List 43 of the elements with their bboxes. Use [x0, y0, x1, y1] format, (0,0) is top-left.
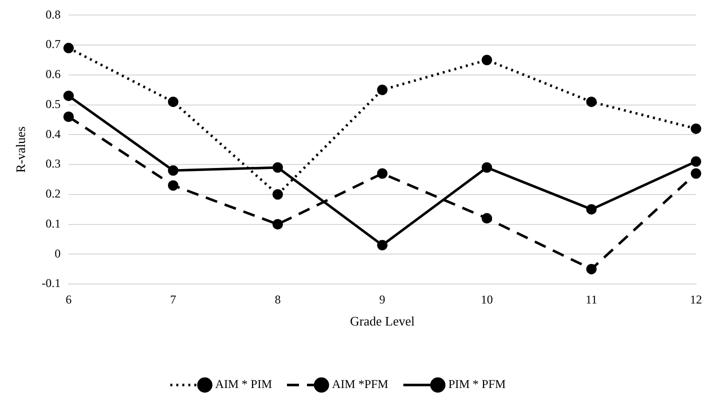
- y-tick-label: 0.1: [46, 216, 61, 230]
- point: [272, 162, 283, 173]
- point: [377, 168, 388, 179]
- point: [690, 168, 702, 179]
- point: [482, 213, 492, 224]
- point: [377, 240, 388, 250]
- y-tick-label: 0.3: [46, 156, 61, 171]
- point: [272, 219, 283, 230]
- y-axis-title: R-values: [13, 126, 28, 173]
- y-tick-label: 0.6: [46, 67, 61, 82]
- point: [63, 90, 74, 102]
- legend-label: AIM * PIM: [215, 377, 272, 392]
- point: [690, 156, 702, 167]
- y-tick-label: -0.1: [42, 276, 61, 290]
- x-axis-title: Grade Level: [350, 314, 415, 329]
- x-tick-label: 6: [66, 292, 72, 306]
- point: [168, 180, 178, 191]
- x-tick-label: 8: [274, 292, 281, 306]
- y-tick-label: 0.7: [46, 37, 61, 52]
- x-tick-label: 7: [170, 292, 176, 306]
- point: [690, 123, 702, 134]
- point: [482, 54, 492, 66]
- point: [586, 204, 597, 215]
- y-tick-label: 0.5: [46, 96, 61, 111]
- x-tick-label: 9: [379, 292, 386, 306]
- legend-label: PIM * PFM: [448, 377, 506, 392]
- y-tick-label: 0.2: [46, 186, 61, 201]
- point: [482, 162, 492, 173]
- point: [377, 84, 388, 96]
- point: [63, 111, 74, 122]
- point: [63, 42, 74, 54]
- point: [272, 189, 283, 200]
- point: [586, 96, 597, 108]
- y-tick-label: 0: [54, 246, 61, 260]
- y-tick-label: 0.8: [46, 7, 61, 22]
- y-tick-label: 0.4: [46, 126, 61, 141]
- x-tick-label: 10: [480, 292, 493, 306]
- point: [168, 165, 178, 176]
- legend-label: AIM *PFM: [332, 377, 389, 392]
- x-tick-label: 11: [586, 292, 598, 306]
- point: [586, 264, 597, 274]
- point: [168, 96, 178, 108]
- x-tick-label: 12: [690, 292, 702, 306]
